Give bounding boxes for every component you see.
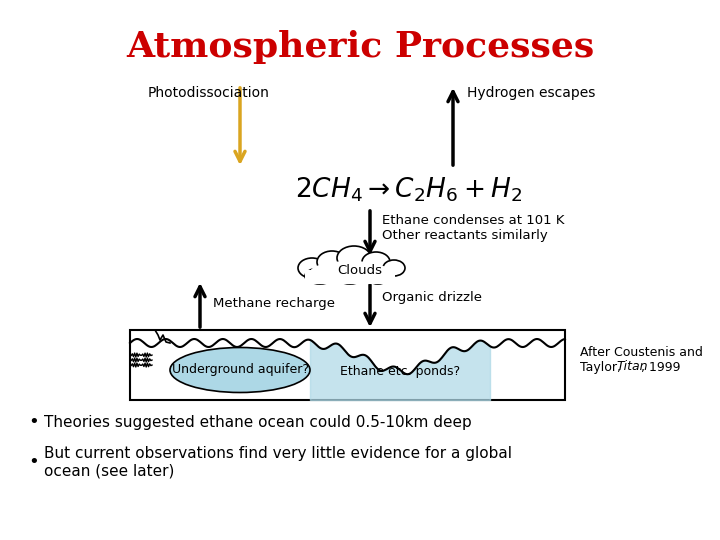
Ellipse shape <box>337 246 371 270</box>
Text: $2CH_4 \rightarrow C_2H_6 + H_2$: $2CH_4 \rightarrow C_2H_6 + H_2$ <box>295 176 522 204</box>
Ellipse shape <box>362 252 390 272</box>
Text: Methane recharge: Methane recharge <box>213 296 335 309</box>
Ellipse shape <box>335 268 365 284</box>
Text: Ethane etc. ponds?: Ethane etc. ponds? <box>340 366 460 379</box>
Text: Other reactants similarly: Other reactants similarly <box>382 230 548 242</box>
Text: Clouds: Clouds <box>338 264 382 276</box>
Text: Titan: Titan <box>616 361 647 374</box>
Ellipse shape <box>366 268 390 284</box>
Ellipse shape <box>298 258 326 278</box>
Text: Theories suggested ethane ocean could 0.5-10km deep: Theories suggested ethane ocean could 0.… <box>44 415 472 429</box>
Text: After Coustenis and: After Coustenis and <box>580 346 703 359</box>
Text: Hydrogen escapes: Hydrogen escapes <box>467 86 595 100</box>
Text: Organic drizzle: Organic drizzle <box>382 292 482 305</box>
Text: , 1999: , 1999 <box>641 361 680 374</box>
Text: Taylor,: Taylor, <box>580 361 625 374</box>
Ellipse shape <box>317 251 347 273</box>
Ellipse shape <box>310 261 390 283</box>
Text: •: • <box>28 413 39 431</box>
Ellipse shape <box>383 260 405 276</box>
FancyBboxPatch shape <box>305 270 395 284</box>
Ellipse shape <box>170 348 310 393</box>
Ellipse shape <box>305 268 335 284</box>
Text: Ethane condenses at 101 K: Ethane condenses at 101 K <box>382 213 564 226</box>
Text: Underground aquifer?: Underground aquifer? <box>171 363 308 376</box>
Text: But current observations find very little evidence for a global
ocean (see later: But current observations find very littl… <box>44 446 512 478</box>
Bar <box>130 330 565 400</box>
Text: Atmospheric Processes: Atmospheric Processes <box>126 30 594 64</box>
Text: •: • <box>28 453 39 471</box>
Text: Photodissociation: Photodissociation <box>148 86 270 100</box>
